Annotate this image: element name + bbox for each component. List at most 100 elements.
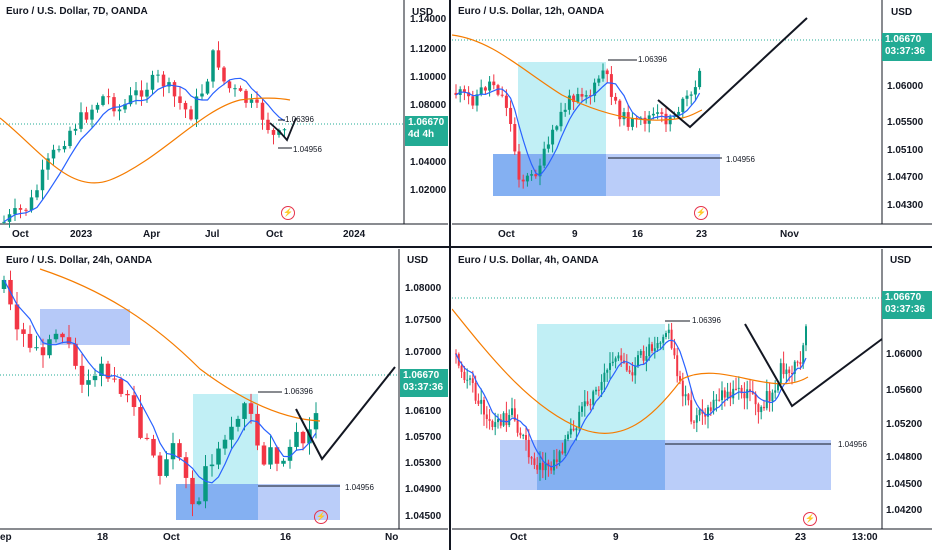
candle-body [86,380,91,385]
ema-slow-line [452,34,703,121]
candle-body [664,113,668,125]
time-label: Jul [205,229,220,240]
candle-body [101,96,105,105]
price-label: 1.10000 [410,72,447,83]
candle-body [477,400,480,404]
chart-title: Euro / U.S. Dollar, 7D, OANDA [6,6,148,17]
candle-body [567,95,571,110]
price-label: 1.04200 [886,505,923,516]
flash-icon[interactable]: ⚡ [281,206,295,220]
flash-icon[interactable]: ⚡ [803,512,817,526]
candle-body [209,464,215,467]
candle-body [614,96,618,101]
candle-body [796,361,799,363]
chart-panel-7d[interactable]: Euro / U.S. Dollar, 7D, OANDA USD 1.1400… [0,0,448,246]
zone-rectangle [40,309,130,345]
candle-body [13,208,17,215]
candle-body [611,361,614,364]
panel-divider-vertical[interactable] [449,0,451,550]
candle-body [274,447,280,464]
candle-body [749,389,751,392]
candle-body [492,81,496,86]
candle-body [1,279,7,289]
candle-body [681,98,685,112]
candle-body [558,451,561,462]
time-label: 18 [97,532,109,543]
candle-body [123,104,127,110]
candle-body [454,92,458,95]
candle-body [178,96,182,103]
candle-body [793,361,796,374]
candle-body [235,418,241,427]
candle-body [805,326,807,346]
candle-body [605,70,609,75]
candle-body [112,97,116,112]
candle-body [534,174,538,177]
candle-body [144,437,150,439]
current-price-badge: 1.06670 03:37:36 [400,369,448,397]
price-label: 1.05100 [887,145,924,156]
price-label: 1.04700 [887,172,924,183]
candle-body [572,95,576,102]
candle-body [754,393,757,405]
candle-body [117,109,122,112]
candle-body [677,111,681,116]
candle-body [227,81,232,89]
projection-path [269,117,297,142]
price-label: 1.14000 [410,14,447,25]
candle-body [287,446,293,461]
candle-body [95,104,100,110]
candle-body [483,87,487,91]
chart-canvas-24h[interactable] [0,249,448,550]
price-label: 1.04000 [410,157,447,168]
candle-body [216,50,221,68]
candle-body [763,406,765,409]
candle-body [735,388,737,390]
chart-panel-4h[interactable]: Euro / U.S. Dollar, 4h, OANDA USD 1.0667… [452,249,932,550]
chart-panel-24h[interactable]: Euro / U.S. Dollar, 24h, OANDA USD 1.080… [0,249,448,550]
chart-canvas-12h[interactable] [452,0,932,246]
currency-label: USD [891,7,913,18]
candle-body [606,369,609,373]
candle-body [57,149,61,151]
badge-price: 1.06670 [885,292,922,303]
candle-body [614,358,617,362]
current-price-badge: 1.06670 4d 4h [405,116,448,146]
chart-panel-12h[interactable]: Euro / U.S. Dollar, 12h, OANDA USD 1.066… [452,0,932,246]
candle-body [513,408,516,421]
candle-body [118,378,124,394]
candle-body [625,362,628,371]
time-label: 16 [703,532,715,543]
chart-canvas-4h[interactable] [452,249,932,550]
candle-body [511,408,513,415]
candle-body [183,102,188,110]
candle-body [690,400,693,422]
price-label: 1.07500 [405,315,442,326]
candle-body [757,404,760,413]
candle-body [271,130,276,135]
price-label: 1.04300 [887,200,924,211]
candle-body [505,413,508,426]
price-label: 1.05200 [886,419,923,430]
candle-body [513,124,517,152]
badge-price: 1.06670 [408,117,445,128]
panel-divider-horizontal[interactable] [0,246,932,248]
current-price-badge: 1.06670 03:37:36 [882,33,932,61]
price-label: 1.02000 [410,185,447,196]
candle-body [84,112,89,120]
candle-body [466,379,469,381]
candle-body [222,67,226,82]
flash-icon[interactable]: ⚡ [694,206,708,220]
candle-body [145,89,149,97]
candle-body [673,348,676,356]
candle-body [580,94,584,97]
chart-canvas-7d[interactable] [0,0,448,246]
projection-path [744,323,883,408]
badge-time: 03:37:36 [403,382,444,393]
candle-body [488,418,491,421]
candle-body [768,391,771,402]
candle-body [656,112,660,114]
candle-body [715,399,718,401]
flash-icon[interactable]: ⚡ [314,510,328,524]
candle-body [617,355,620,359]
